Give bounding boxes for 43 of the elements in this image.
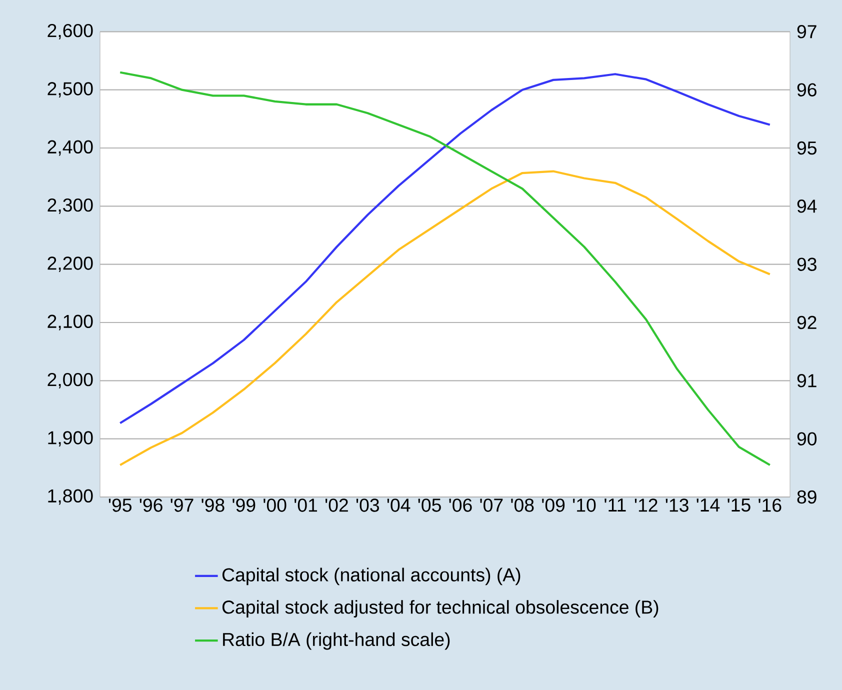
y-tick-label: 1,900 [48,431,93,447]
x-tick-label: '00 [264,498,286,512]
y-tick-label: 2,500 [48,82,93,98]
x-tick-label: '14 [696,498,720,512]
y2-tick-label: 95 [797,141,816,155]
y-tick-label: 2,000 [48,372,93,388]
x-tick-label: '04 [387,498,410,512]
x-tick-label: '12 [634,498,658,512]
y-tick-label: 2,300 [48,198,93,214]
y-tick-label: 2,400 [48,140,93,156]
x-tick-label: '01 [294,498,318,512]
x-tick-label: '97 [170,498,194,512]
x-tick-label: '13 [666,498,688,512]
y2-tick-label: 96 [797,83,816,96]
x-tick-label: '95 [108,498,132,512]
x-tick-label: '03 [356,498,379,512]
y-tick-label: 2,600 [48,24,93,40]
y-tick-label: 2,100 [48,314,93,330]
y-tick-label: 2,200 [48,256,93,272]
x-tick-label: '99 [232,498,256,512]
x-tick-label: '08 [511,498,534,512]
legend-label: Capital stock adjusted for technical obsolescence (B) [222,600,658,618]
x-tick-label: '10 [573,498,596,512]
x-tick-label: '98 [202,498,224,512]
x-tick-label: '96 [140,498,162,512]
y2-tick-label: 93 [797,258,816,271]
y2-tick-label: 89 [797,490,816,504]
x-tick-label: '09 [542,498,565,512]
y2-tick-label: 90 [797,432,817,446]
x-tick-label: '06 [449,498,472,512]
x-tick-label: '15 [728,498,750,512]
y-tick-label: 1,800 [48,489,93,505]
y2-tick-label: 97 [797,25,816,38]
x-tick-label: '11 [604,498,626,512]
x-tick-label: '07 [480,498,503,512]
x-tick-label: '05 [418,498,441,512]
legend-label: Capital stock (national accounts) (A) [222,568,520,586]
x-tick-label: '02 [325,498,348,512]
legend-label: Ratio B/A (right-hand scale) [223,632,450,650]
y2-tick-label: 94 [797,200,817,213]
y2-tick-label: 91 [797,374,816,388]
x-tick-label: '16 [758,498,782,512]
y2-tick-label: 92 [797,316,816,330]
